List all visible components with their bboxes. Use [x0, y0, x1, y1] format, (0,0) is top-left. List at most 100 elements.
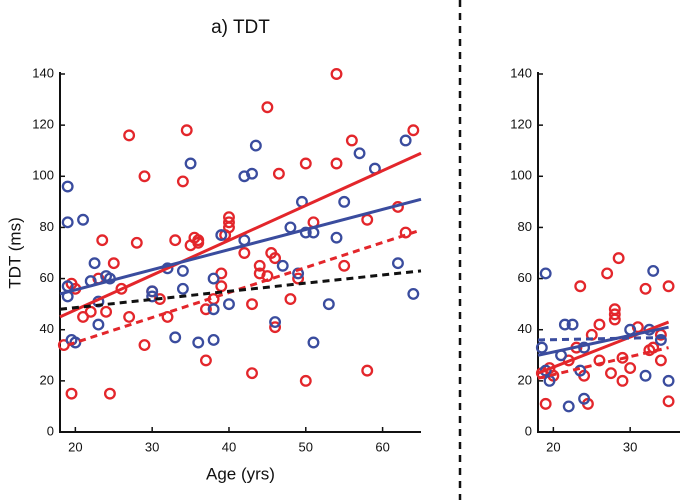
- point: [593, 318, 606, 331]
- point: [662, 280, 675, 293]
- point: [612, 252, 625, 265]
- point: [578, 392, 591, 405]
- point: [608, 303, 621, 316]
- point: [61, 216, 74, 229]
- fit-line: [59, 269, 422, 311]
- point: [199, 303, 212, 316]
- point: [65, 387, 78, 400]
- panel-title: a) TDT: [211, 17, 270, 38]
- x-tick-label: 60: [375, 439, 389, 454]
- point: [662, 374, 675, 387]
- point: [192, 336, 205, 349]
- point: [631, 321, 644, 334]
- point: [639, 282, 652, 295]
- point: [639, 369, 652, 382]
- point: [246, 367, 258, 380]
- point: [407, 124, 420, 137]
- point: [345, 134, 358, 147]
- point: [146, 290, 159, 303]
- point: [272, 167, 285, 180]
- point: [543, 374, 556, 387]
- axes: [537, 72, 680, 433]
- point: [96, 234, 109, 247]
- point: [261, 101, 274, 114]
- point: [184, 157, 197, 170]
- point: [338, 195, 351, 208]
- y-tick-label: 140: [510, 65, 532, 80]
- point: [647, 341, 660, 354]
- point: [307, 336, 320, 349]
- y-tick-label: 100: [510, 168, 532, 183]
- point: [207, 303, 220, 316]
- x-tick-label: 20: [68, 439, 82, 454]
- fit-line: [59, 151, 422, 319]
- point: [654, 354, 667, 367]
- point: [115, 282, 128, 295]
- point: [616, 351, 629, 364]
- y-tick-label: 100: [32, 168, 54, 183]
- point: [605, 367, 617, 380]
- point: [169, 234, 182, 247]
- point: [284, 293, 297, 305]
- x-axis-label: Age (yrs): [206, 464, 275, 483]
- y-tick-label: 20: [40, 372, 54, 387]
- point: [77, 213, 89, 226]
- point: [246, 298, 258, 311]
- point: [223, 221, 235, 234]
- y-tick-label: 120: [32, 117, 54, 132]
- point: [246, 167, 258, 180]
- point: [299, 157, 312, 170]
- point: [253, 267, 266, 280]
- x-tick-label: 50: [299, 439, 313, 454]
- point: [539, 267, 552, 280]
- point: [123, 129, 136, 142]
- point: [146, 285, 159, 298]
- point: [399, 134, 412, 147]
- y-tick-label: 140: [32, 65, 54, 80]
- point: [654, 333, 667, 346]
- y-tick-label: 60: [518, 270, 532, 285]
- point: [361, 364, 374, 377]
- y-tick-label: 20: [518, 372, 532, 387]
- point: [238, 170, 251, 183]
- point: [330, 68, 343, 80]
- y-tick-label: 120: [510, 117, 532, 132]
- point: [601, 267, 614, 280]
- point: [100, 305, 113, 318]
- point: [138, 339, 151, 352]
- point: [616, 374, 629, 387]
- point: [169, 331, 182, 344]
- fit-line: [537, 325, 669, 357]
- point: [130, 236, 143, 249]
- y-tick-label: 60: [40, 270, 54, 285]
- point: [103, 387, 116, 400]
- y-tick-label: 40: [40, 321, 54, 336]
- point: [269, 252, 282, 265]
- point: [647, 264, 660, 277]
- point: [84, 305, 97, 318]
- point: [338, 259, 351, 272]
- point: [535, 341, 548, 354]
- fit-line: [537, 335, 669, 342]
- point: [392, 257, 404, 270]
- point: [88, 257, 101, 270]
- point: [608, 308, 621, 321]
- point: [161, 310, 174, 323]
- point: [176, 264, 189, 277]
- x-tick-label: 20: [546, 439, 560, 454]
- y-tick-label: 0: [47, 423, 54, 438]
- point: [330, 231, 343, 244]
- point: [215, 280, 228, 293]
- point: [180, 124, 193, 137]
- point: [123, 310, 136, 323]
- y-tick-label: 80: [40, 219, 54, 234]
- point: [269, 321, 282, 334]
- point: [176, 282, 189, 295]
- y-tick-label: 40: [518, 321, 532, 336]
- point: [223, 298, 235, 311]
- fit-line: [59, 197, 422, 296]
- point: [662, 395, 675, 408]
- point: [299, 374, 312, 387]
- point: [407, 287, 420, 300]
